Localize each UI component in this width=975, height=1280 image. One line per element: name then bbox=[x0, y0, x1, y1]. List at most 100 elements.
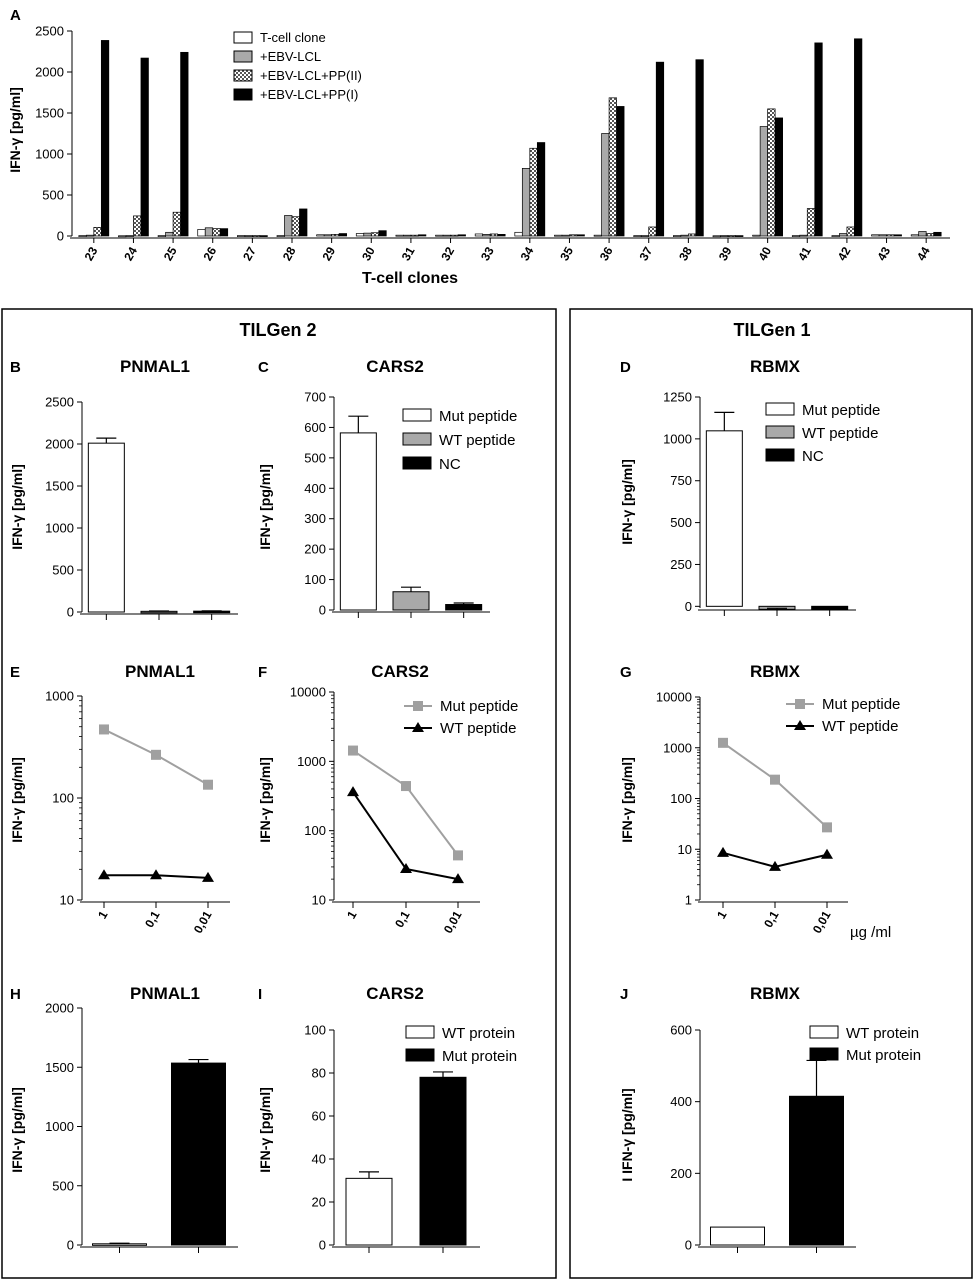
pf-xtick-label: 1 bbox=[344, 908, 360, 921]
panel-a-bar bbox=[871, 234, 880, 237]
pd-ytick-label: 0 bbox=[685, 599, 692, 614]
panel-a-legend-label: +EBV-LCL bbox=[260, 49, 321, 64]
pj-bar bbox=[710, 1226, 765, 1246]
panel-a-ytick-label: 0 bbox=[57, 229, 64, 244]
pc-legend-swatch bbox=[402, 456, 432, 470]
panel-a-ytick-label: 1500 bbox=[35, 106, 64, 121]
pg-ytick-label: 10000 bbox=[656, 690, 692, 705]
panel-a-bar bbox=[521, 168, 531, 237]
panel-a-bar bbox=[640, 235, 650, 237]
pf-point bbox=[347, 786, 359, 797]
pc-legend-label: NC bbox=[439, 456, 461, 473]
panel-a-bar bbox=[204, 227, 214, 237]
panel-e-ylabel: IFN-γ [pg/ml] bbox=[9, 757, 25, 843]
panel-a-xtick-label: 33 bbox=[478, 244, 497, 263]
panel-a-xtick-label: 25 bbox=[161, 244, 180, 263]
panel-e-letter: E bbox=[10, 664, 20, 681]
pd-bar bbox=[705, 430, 743, 607]
panel-a-ytick-label: 1000 bbox=[35, 147, 64, 162]
panel-a-bar bbox=[839, 233, 848, 237]
panel-d: D RBMX IFN-γ [pg/ml] 0 250 500 750 1000 1250 M… bbox=[619, 357, 880, 616]
pc-legend-label: Mut peptide bbox=[439, 408, 517, 425]
panel-a-bar bbox=[133, 215, 142, 237]
pf-xtick-label: 0,01 bbox=[441, 908, 465, 936]
panel-a-bar bbox=[237, 235, 246, 237]
panel-a-bar bbox=[497, 234, 506, 237]
pc-ytick-label: 700 bbox=[304, 390, 326, 405]
panel-a-bar bbox=[799, 234, 808, 237]
panel-d-ylabel: IFN-γ [pg/ml] bbox=[619, 459, 635, 545]
panel-a-bar bbox=[910, 234, 920, 237]
panel-a-bar bbox=[85, 234, 95, 237]
panel-h-title: PNMAL1 bbox=[130, 984, 200, 1003]
pi-ytick-label: 20 bbox=[312, 1195, 326, 1210]
panel-a-bar bbox=[767, 108, 776, 237]
pj-ytick-label: 600 bbox=[670, 1023, 692, 1038]
pf-legend-marker bbox=[413, 701, 423, 711]
pf-legend-label: WT peptide bbox=[440, 720, 516, 737]
panel-a-bar bbox=[395, 234, 404, 237]
panel-a-bar bbox=[125, 235, 134, 237]
ph-ytick-label: 1000 bbox=[45, 1119, 74, 1134]
pi-ytick-label: 60 bbox=[312, 1109, 326, 1124]
panel-a-bar bbox=[878, 234, 887, 237]
panel-a-xtick-label: 35 bbox=[557, 244, 576, 263]
pf-xtick-label: 0,1 bbox=[392, 908, 413, 930]
panel-a-bar bbox=[601, 133, 610, 237]
panel-j-ylabel: I IFN-γ [pg/ml] bbox=[619, 1088, 635, 1181]
pd-ytick-label: 1250 bbox=[663, 390, 692, 405]
pe-ytick-label: 10 bbox=[60, 893, 74, 908]
panel-a-legend-swatch bbox=[233, 31, 253, 44]
panel-a-bar bbox=[489, 233, 499, 237]
pg-ytick-label: 10 bbox=[678, 842, 692, 857]
panel-a-bar bbox=[378, 230, 387, 237]
pe-point bbox=[202, 871, 214, 882]
pb-ytick-label: 2500 bbox=[45, 395, 74, 410]
panel-a-bar bbox=[323, 234, 332, 237]
panel-a-bar bbox=[554, 234, 563, 237]
panel-j-letter: J bbox=[620, 986, 628, 1003]
panel-a-bar bbox=[118, 235, 127, 238]
panel-a-bar bbox=[93, 227, 102, 237]
pc-legend-swatch bbox=[402, 432, 432, 446]
panel-a-legend-label: +EBV-LCL+PP(II) bbox=[260, 68, 362, 83]
panel-a-bar bbox=[536, 142, 546, 237]
pg-point bbox=[769, 860, 781, 871]
panel-a-bar bbox=[680, 234, 689, 237]
panel-g: G RBMX IFN-γ [pg/ml] µg /ml 110100100010… bbox=[619, 662, 900, 941]
pe-xtick-label: 1 bbox=[95, 908, 111, 921]
panel-a-bar bbox=[720, 235, 729, 237]
panel-a-xtick-label: 43 bbox=[874, 244, 893, 263]
tilgen2-title: TILGen 2 bbox=[239, 320, 316, 340]
pe-xtick-label: 0,1 bbox=[142, 908, 163, 930]
pg-xtick-label: 0,1 bbox=[761, 908, 782, 930]
panel-a-bar bbox=[474, 233, 484, 237]
pg-xtick-label: 0,01 bbox=[810, 908, 834, 936]
panel-a-xtick-label: 24 bbox=[121, 244, 140, 263]
panel-a-bar bbox=[403, 234, 412, 237]
pc-ytick-label: 400 bbox=[304, 481, 326, 496]
panel-f: F CARS2 IFN-γ [pg/ml] 10 100 1000 10000 1 0,1… bbox=[257, 662, 518, 936]
pc-ytick-label: 300 bbox=[304, 511, 326, 526]
panel-a-bar bbox=[457, 234, 466, 237]
panel-b: B PNMAL1 IFN-γ [pg/ml] 0 500 1000 1500 2000 2… bbox=[9, 357, 238, 620]
panel-a-bar bbox=[673, 235, 682, 237]
tilgen2-frame bbox=[1, 308, 557, 1279]
pd-legend-label: NC bbox=[802, 448, 824, 465]
pc-legend-swatch bbox=[402, 408, 432, 422]
panel-b-ylabel: IFN-γ [pg/ml] bbox=[9, 464, 25, 550]
panel-a-xtick-label: 38 bbox=[676, 244, 695, 263]
panel-a-bar bbox=[648, 226, 657, 237]
panel-a-xtick-label: 30 bbox=[359, 244, 378, 263]
panel-a-bar bbox=[410, 234, 419, 237]
panel-a-bar bbox=[370, 232, 380, 237]
panel-a-bar bbox=[482, 234, 491, 237]
tilgen1-frame bbox=[569, 308, 973, 1279]
panel-a-xtick-label: 41 bbox=[795, 244, 814, 263]
pc-ytick-label: 0 bbox=[319, 603, 326, 618]
panel-a-bar bbox=[854, 38, 863, 237]
pc-bar bbox=[339, 432, 377, 611]
panel-f-letter: F bbox=[258, 664, 267, 681]
pf-series-line bbox=[352, 749, 459, 856]
pd-legend-swatch bbox=[765, 425, 795, 439]
